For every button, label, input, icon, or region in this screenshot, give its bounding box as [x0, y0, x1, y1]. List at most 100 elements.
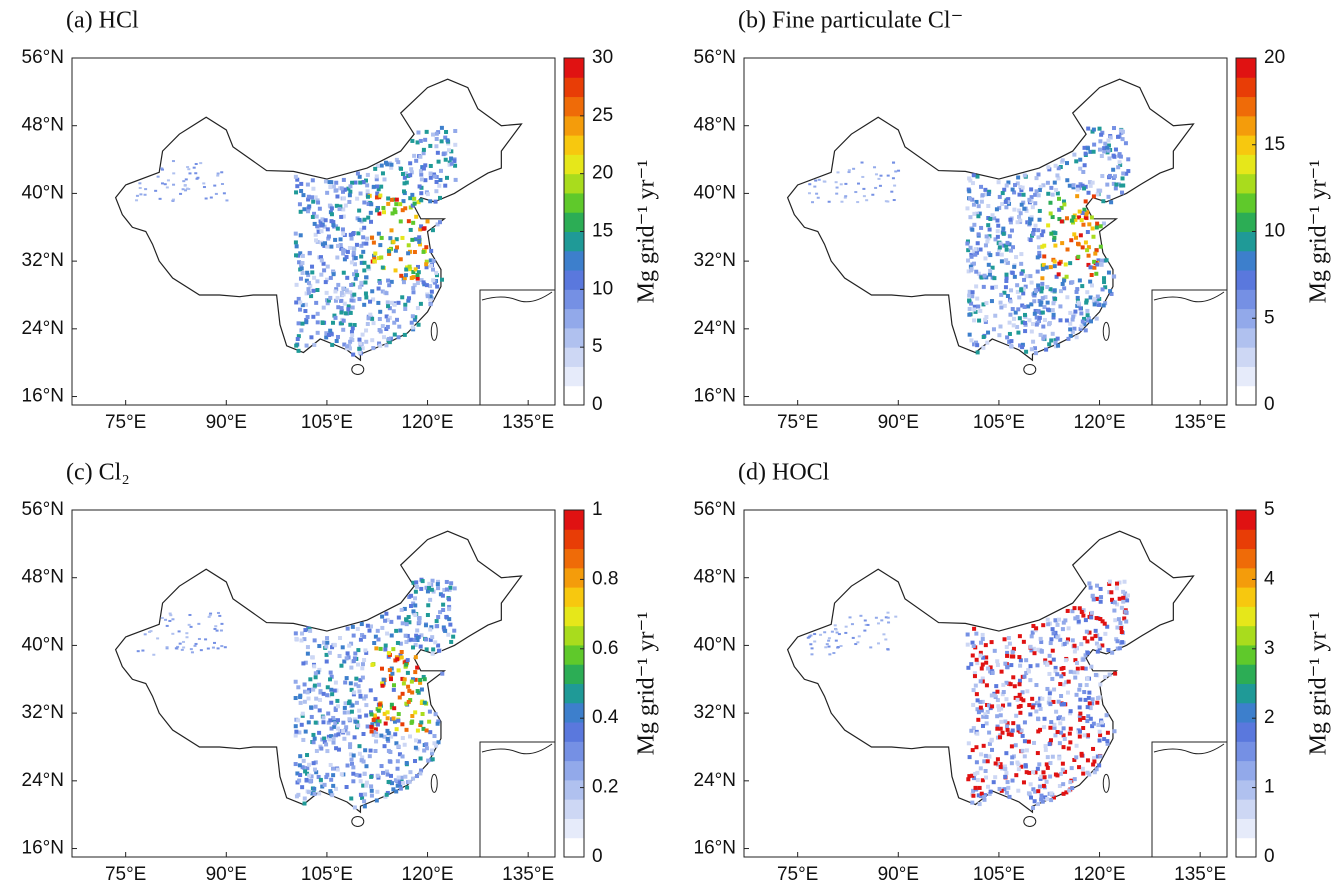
emission-cell: [1032, 291, 1037, 296]
emission-cell: [382, 711, 387, 716]
emission-cell: [1089, 272, 1094, 277]
emission-cell: [348, 745, 353, 750]
emission-cell: [1103, 631, 1108, 636]
emission-cell: [973, 771, 978, 776]
emission-cell: [1085, 146, 1090, 151]
emission-cell: [1020, 733, 1025, 738]
emission-cell: [1017, 208, 1022, 213]
emission-cell: [1090, 724, 1095, 729]
colorbar-tick-label: 0.4: [592, 707, 619, 728]
emission-cell: [341, 318, 346, 323]
emission-cell: [1022, 206, 1027, 211]
emission-cell: [334, 180, 339, 185]
emission-cell: [1036, 283, 1041, 288]
emission-cell: [994, 684, 999, 689]
emission-cell: [372, 253, 377, 258]
emission-cell: [977, 318, 982, 323]
emission-cell: [135, 199, 139, 202]
emission-cell: [341, 196, 346, 201]
emission-cell: [1112, 274, 1117, 279]
emission-cell: [1049, 231, 1054, 236]
emission-cell: [396, 335, 401, 340]
emission-cell: [358, 792, 363, 797]
emission-cell: [143, 193, 147, 196]
emission-cell: [385, 162, 390, 167]
x-tick-label: 135°E: [1174, 864, 1226, 885]
emission-cell: [1034, 683, 1039, 688]
emission-cell: [343, 203, 348, 208]
emission-cell: [1024, 274, 1029, 279]
emission-cell: [1064, 790, 1069, 795]
emission-cell: [1061, 791, 1066, 796]
emission-cell: [398, 786, 403, 791]
emission-cell: [430, 578, 435, 583]
emission-cell: [1023, 284, 1028, 289]
emission-cell: [321, 261, 326, 266]
emission-cell: [1096, 258, 1101, 263]
emission-cell: [398, 653, 403, 658]
emission-cell: [1032, 311, 1037, 316]
emission-cell: [1090, 129, 1095, 134]
emission-cell: [391, 309, 396, 314]
emission-cell: [1022, 739, 1027, 744]
emission-cell: [412, 153, 417, 158]
emission-cell: [1020, 690, 1025, 695]
emission-cell: [443, 157, 448, 162]
emission-cell: [306, 209, 311, 214]
emission-cell: [375, 628, 380, 633]
emission-cell: [892, 199, 896, 202]
x-tick-label: 105°E: [973, 864, 1025, 885]
emission-cell: [1100, 287, 1105, 292]
emission-cell: [413, 603, 418, 608]
emission-cell: [293, 696, 298, 701]
emission-cell: [1120, 129, 1125, 134]
emission-cell: [839, 644, 843, 647]
emission-cell: [1008, 299, 1013, 304]
emission-cell: [329, 212, 334, 217]
emission-cell: [984, 775, 989, 780]
emission-cell: [352, 272, 357, 277]
emission-cell: [376, 300, 381, 305]
emission-cell: [1102, 737, 1107, 742]
emission-cell: [1071, 314, 1076, 319]
emission-cell: [966, 741, 971, 746]
emission-cell: [835, 192, 839, 195]
emission-cell: [1095, 262, 1100, 267]
colorbar-label: Mg grid⁻¹ yr⁻¹: [634, 160, 660, 304]
emission-cell: [1048, 725, 1053, 730]
emission-cell: [1077, 687, 1082, 692]
emission-cell: [1037, 784, 1042, 789]
emission-cell: [1048, 660, 1053, 665]
emission-cell: [984, 655, 989, 660]
emission-cell: [373, 727, 378, 732]
emission-cell: [339, 214, 344, 219]
emission-cell: [384, 314, 389, 319]
emission-cell: [349, 329, 354, 334]
emission-cell: [299, 263, 304, 268]
island-outline: [351, 363, 365, 375]
emission-cell: [199, 649, 203, 652]
emission-cell: [1034, 315, 1039, 320]
emission-cell: [1029, 634, 1034, 639]
emission-cell: [444, 614, 449, 619]
emission-cell: [298, 233, 303, 238]
emission-cell: [410, 719, 415, 724]
emission-cell: [1071, 183, 1076, 188]
emission-cell: [374, 177, 379, 182]
emission-cell: [995, 689, 1000, 694]
colorbar-tick-label: 10: [1264, 221, 1285, 242]
emission-cell: [357, 773, 362, 778]
emission-cell: [1031, 703, 1036, 708]
emission-cell: [222, 192, 226, 195]
emission-cell: [338, 237, 343, 242]
emission-cell: [339, 663, 344, 668]
emission-cell: [369, 729, 374, 734]
emission-cell: [400, 171, 405, 176]
emission-cell: [389, 633, 394, 638]
emission-cell: [880, 619, 884, 622]
emission-cell: [371, 240, 376, 245]
emission-cell: [1111, 167, 1116, 172]
emission-cell: [359, 758, 364, 763]
emission-cell: [1072, 326, 1077, 331]
emission-cell: [1080, 766, 1085, 771]
